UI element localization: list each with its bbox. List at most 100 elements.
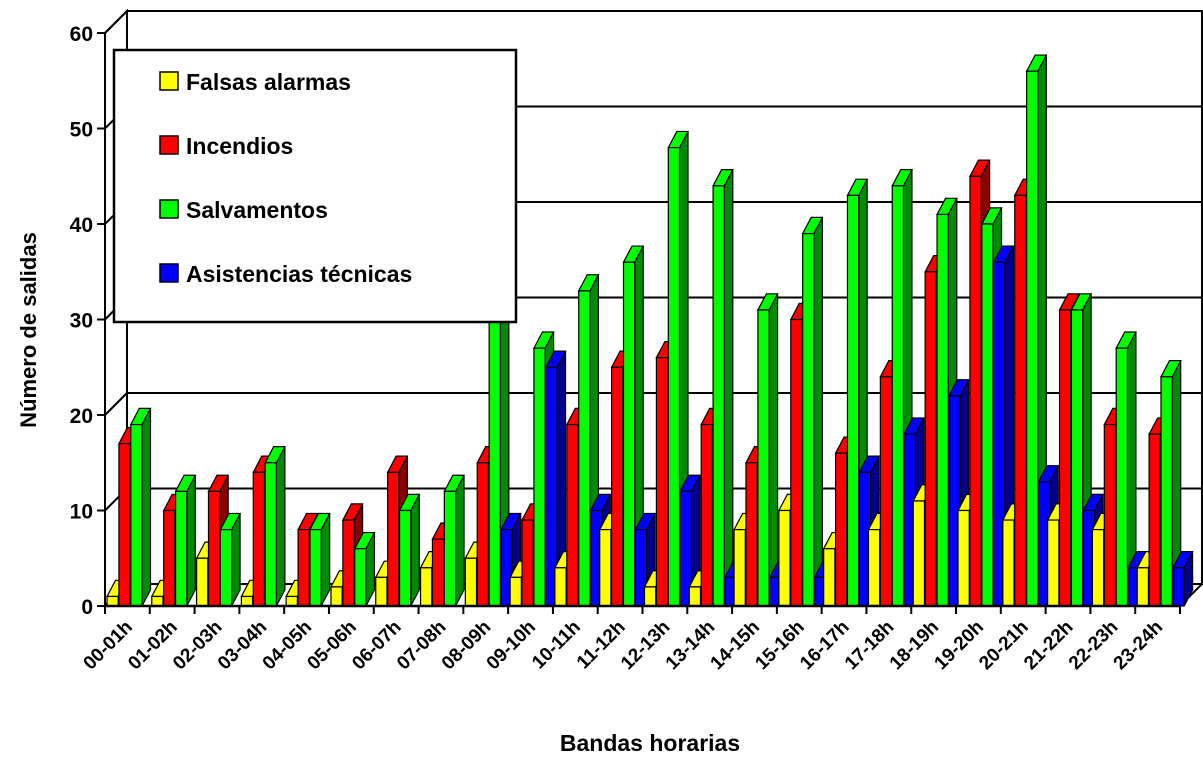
bar: [801, 216, 824, 607]
x-tick-label: 20-21h: [975, 617, 1032, 674]
bar-front: [790, 318, 803, 607]
y-tick-label: 40: [70, 214, 93, 237]
bar-front: [252, 471, 266, 607]
x-tick-label: 08-09h: [438, 617, 495, 674]
x-axis-ticks: 00-01h01-02h02-03h03-04h04-05h05-06h06-0…: [80, 604, 1181, 674]
bar-front: [566, 423, 579, 607]
x-tick-label: 10-11h: [528, 617, 585, 674]
bar: [353, 531, 376, 607]
legend-box: [112, 48, 518, 324]
bar-front: [757, 309, 770, 607]
bar-front: [354, 548, 367, 607]
y-tick-label: 20: [70, 405, 93, 428]
bar-front: [1002, 519, 1015, 607]
bar-front: [488, 309, 501, 607]
bar-front: [464, 557, 478, 607]
legend: Falsas alarmas Incendios Salvamentos Asiste…: [112, 48, 518, 324]
bar: [264, 446, 286, 607]
bar: [443, 474, 466, 607]
y-axis-title: Número de salidas: [16, 232, 41, 428]
bar-front: [240, 595, 254, 607]
bar-front: [622, 261, 636, 607]
bar-front: [599, 528, 612, 607]
bar-front: [118, 443, 131, 607]
bar-front: [802, 232, 815, 607]
bar-front: [1148, 433, 1161, 607]
bar-front: [330, 586, 343, 607]
bar-front: [712, 185, 725, 607]
legend-swatch: [159, 263, 179, 283]
bar-front: [533, 347, 546, 607]
x-tick-label: 18-19h: [886, 617, 943, 674]
bar-front: [1103, 423, 1117, 607]
bar-front: [554, 567, 567, 607]
bar-front: [419, 567, 433, 607]
bar-front: [387, 471, 400, 607]
bar-front: [219, 528, 233, 607]
bar-front: [130, 423, 143, 607]
bar-front: [733, 528, 746, 607]
bar-front: [879, 376, 893, 607]
bar-front: [509, 576, 522, 607]
x-tick-label: 12-13h: [617, 617, 674, 674]
x-tick-label: 03-04h: [214, 617, 271, 674]
legend-label: Incendios: [186, 133, 293, 159]
bars: [106, 54, 1194, 607]
bar-front: [174, 490, 188, 607]
bar-side: [186, 474, 196, 607]
x-tick-label: 22-23h: [1065, 617, 1122, 674]
bar-front: [936, 213, 949, 607]
bar-front: [476, 462, 490, 607]
x-tick-label: 02-03h: [169, 617, 226, 674]
x-tick-label: 07-08h: [393, 617, 450, 674]
x-axis-title: Bandas horarias: [560, 730, 740, 756]
bar-front: [611, 366, 624, 607]
bar-front: [375, 576, 388, 607]
bar-front: [431, 538, 445, 607]
bar-front: [1070, 309, 1084, 607]
bar-side: [723, 169, 734, 607]
bar-front: [700, 423, 713, 607]
bar-front: [151, 595, 164, 607]
bar-front: [1014, 194, 1027, 607]
bar-front: [1047, 519, 1060, 607]
bar: [756, 293, 779, 607]
bar: [129, 407, 152, 607]
bar-front: [1172, 567, 1185, 607]
y-tick-label: 0: [81, 596, 93, 619]
legend-label: Falsas alarmas: [186, 69, 351, 95]
bar-front: [912, 500, 926, 607]
legend-item: Falsas alarmas: [159, 69, 351, 95]
bar-front: [823, 548, 836, 607]
x-tick-label: 23-24h: [1110, 617, 1167, 674]
bar-front: [1058, 309, 1072, 607]
bar-front: [1136, 567, 1150, 607]
gridline-side: [104, 392, 128, 416]
bar-front: [285, 595, 298, 607]
bar-side: [813, 217, 823, 607]
bar-front: [846, 194, 860, 607]
bar-front: [342, 519, 355, 607]
bar-front: [688, 586, 702, 607]
bar-side: [768, 293, 779, 607]
bar: [219, 512, 242, 607]
legend-item: Incendios: [159, 133, 293, 159]
bar-side: [275, 446, 286, 607]
bar-front: [578, 290, 591, 607]
bar-front: [398, 509, 412, 607]
x-tick-label: 15-16h: [751, 617, 808, 674]
legend-label: Salvamentos: [186, 197, 328, 223]
bar: [1171, 551, 1194, 607]
x-tick-label: 11-12h: [573, 617, 630, 674]
bar-front: [957, 509, 970, 607]
bar-front: [891, 185, 905, 607]
x-tick-label: 19-20h: [931, 617, 988, 674]
legend-swatch: [159, 135, 179, 155]
bar: [1115, 331, 1137, 607]
bar-front: [106, 595, 119, 607]
bar: [712, 169, 734, 607]
legend-label: Asistencias técnicas: [186, 261, 412, 287]
bar: [174, 474, 197, 607]
bar-front: [207, 490, 221, 607]
bar-front: [643, 586, 657, 607]
